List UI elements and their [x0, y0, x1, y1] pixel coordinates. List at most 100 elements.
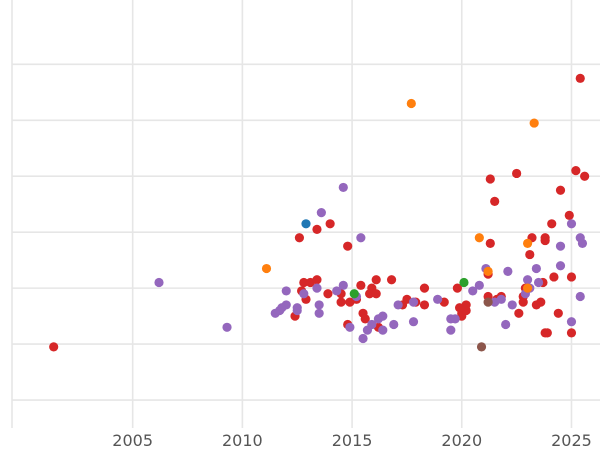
point-purple-35	[474, 280, 484, 290]
point-red-56	[542, 328, 552, 338]
point-purple-27	[393, 300, 403, 310]
point-purple-39	[501, 319, 511, 330]
point-blue-0	[301, 219, 311, 229]
point-purple-45	[531, 263, 541, 274]
point-purple-38	[496, 294, 506, 304]
point-red-9	[325, 219, 335, 229]
point-red-21	[343, 241, 353, 251]
point-purple-0	[154, 277, 164, 288]
point-green-0	[349, 289, 359, 299]
point-red-61	[564, 210, 574, 220]
point-purple-19	[356, 233, 366, 243]
point-orange-2	[474, 233, 484, 243]
point-purple-28	[408, 317, 419, 327]
point-red-44	[514, 308, 524, 318]
point-purple-49	[566, 219, 577, 229]
point-purple-34	[468, 286, 478, 296]
point-red-67	[294, 233, 305, 243]
point-purple-12	[314, 308, 324, 318]
point-purple-52	[577, 238, 588, 248]
point-purple-8	[292, 303, 302, 313]
point-red-0	[49, 342, 59, 352]
point-red-51	[536, 297, 546, 307]
point-purple-41	[507, 300, 517, 310]
point-purple-48	[555, 261, 566, 271]
point-red-62	[566, 272, 577, 282]
point-red-64	[571, 166, 581, 176]
x-tick-label-2020: 2020	[441, 431, 482, 450]
point-red-11	[336, 297, 346, 307]
point-purple-15	[338, 280, 348, 290]
point-red-40	[490, 196, 500, 207]
x-tick-label-2010: 2010	[222, 431, 263, 450]
point-purple-11	[314, 300, 324, 310]
x-tick-label-2015: 2015	[332, 431, 373, 450]
point-red-46	[518, 297, 528, 307]
point-red-39	[485, 174, 495, 184]
point-purple-10	[312, 283, 322, 293]
point-red-43	[512, 168, 522, 179]
point-purple-26	[389, 319, 399, 330]
point-red-6	[312, 275, 322, 285]
point-purple-13	[316, 208, 326, 218]
point-purple-46	[533, 277, 544, 288]
point-red-54	[540, 233, 550, 243]
point-red-23	[386, 275, 397, 285]
point-red-60	[555, 185, 566, 195]
x-axis-ticks: 2005 2010 2015 2020 2025	[112, 431, 592, 450]
data-points	[49, 73, 590, 352]
point-red-68	[371, 275, 381, 285]
point-red-15	[356, 280, 366, 290]
point-red-38	[485, 238, 495, 248]
point-purple-22	[367, 319, 377, 330]
point-orange-5	[529, 118, 539, 128]
point-orange-4	[522, 238, 533, 248]
point-orange-3	[483, 266, 493, 276]
x-tick-label-2025: 2025	[551, 431, 592, 450]
point-purple-6	[281, 286, 291, 296]
point-red-30	[452, 283, 462, 293]
point-red-8	[323, 289, 333, 299]
point-purple-32	[446, 325, 456, 335]
point-green-1	[459, 277, 469, 288]
point-red-20	[371, 289, 381, 299]
point-red-35	[454, 303, 465, 313]
point-purple-17	[345, 322, 355, 332]
point-purple-5	[281, 300, 291, 310]
point-purple-14	[332, 286, 342, 296]
point-red-4	[299, 277, 309, 288]
point-purple-43	[522, 275, 533, 285]
point-purple-16	[338, 182, 348, 193]
point-red-7	[312, 224, 322, 234]
grid	[11, 0, 600, 428]
point-purple-30	[433, 294, 443, 304]
point-purple-40	[503, 266, 513, 276]
point-red-59	[553, 308, 563, 318]
point-red-65	[575, 73, 585, 83]
point-purple-50	[566, 317, 577, 327]
x-tick-label-2005: 2005	[112, 431, 153, 450]
point-purple-53	[575, 291, 585, 302]
point-purple-20	[358, 333, 368, 344]
point-red-27	[419, 283, 430, 293]
point-purple-9	[299, 289, 309, 299]
point-orange-6	[522, 283, 533, 293]
point-red-48	[525, 249, 535, 260]
point-purple-47	[555, 241, 566, 251]
point-red-28	[419, 300, 430, 310]
point-purple-33	[450, 314, 460, 324]
point-purple-25	[378, 325, 388, 335]
point-red-57	[547, 219, 557, 229]
point-red-66	[580, 171, 590, 181]
point-brown-0	[483, 297, 493, 307]
point-orange-0	[261, 263, 272, 274]
point-purple-29	[408, 297, 419, 307]
point-brown-1	[476, 342, 487, 352]
point-purple-1	[222, 322, 232, 332]
point-red-58	[549, 272, 559, 282]
point-orange-1	[406, 98, 416, 109]
point-purple-24	[378, 311, 388, 321]
point-red-17	[360, 314, 370, 324]
point-red-63	[566, 328, 577, 338]
